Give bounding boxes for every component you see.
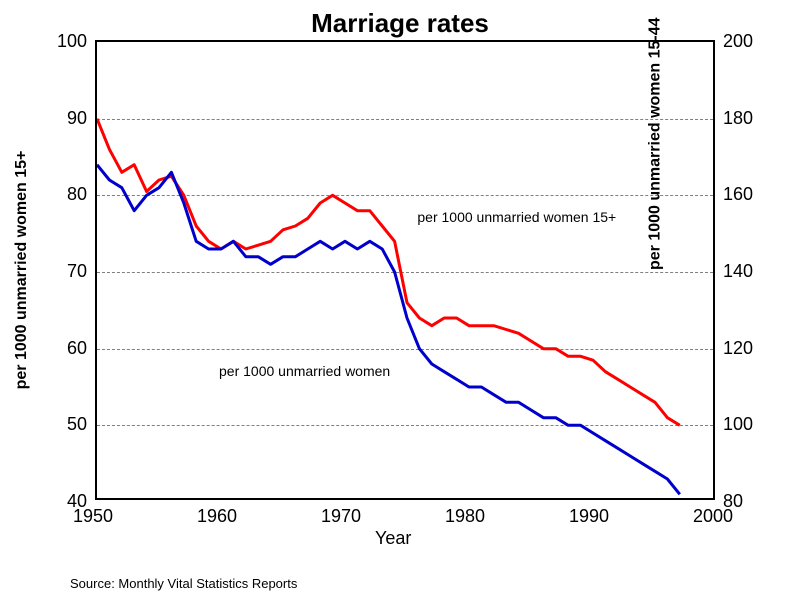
x-axis-label: Year xyxy=(375,528,411,549)
x-tick: 1950 xyxy=(73,506,113,527)
chart-title: Marriage rates xyxy=(0,8,800,39)
y-left-tick: 60 xyxy=(67,338,87,359)
y-right-tick: 140 xyxy=(723,261,753,282)
source-text: Source: Monthly Vital Statistics Reports xyxy=(70,576,297,591)
y-left-axis-label: per 1000 unmarried women 15+ xyxy=(13,151,31,390)
series-layer xyxy=(97,42,717,502)
y-right-axis-label: per 1000 unmarried women 15-44 xyxy=(647,17,665,270)
chart-annotation: per 1000 unmarried women xyxy=(219,363,390,379)
chart-annotation: per 1000 unmarried women 15+ xyxy=(417,209,616,225)
y-right-tick: 200 xyxy=(723,31,753,52)
y-left-tick: 80 xyxy=(67,184,87,205)
y-right-tick: 120 xyxy=(723,338,753,359)
y-left-tick: 50 xyxy=(67,414,87,435)
plot-area xyxy=(95,40,715,500)
marriage-rates-chart: Marriage rates per 1000 unmarried women … xyxy=(0,0,800,600)
y-left-tick: 70 xyxy=(67,261,87,282)
y-left-tick: 100 xyxy=(57,31,87,52)
y-right-tick: 180 xyxy=(723,108,753,129)
series-line xyxy=(97,119,680,426)
x-tick: 1980 xyxy=(445,506,485,527)
y-right-tick: 100 xyxy=(723,414,753,435)
y-left-tick: 90 xyxy=(67,108,87,129)
x-tick: 1990 xyxy=(569,506,609,527)
y-right-tick: 160 xyxy=(723,184,753,205)
x-tick: 1960 xyxy=(197,506,237,527)
x-tick: 1970 xyxy=(321,506,361,527)
x-tick: 2000 xyxy=(693,506,733,527)
